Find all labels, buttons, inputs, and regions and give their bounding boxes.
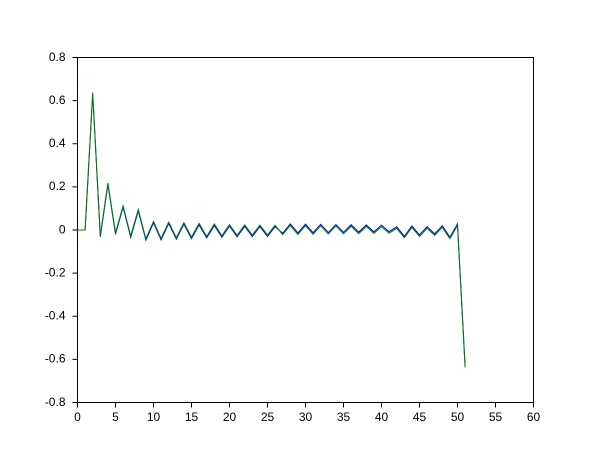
svg-text:0: 0 (59, 222, 66, 236)
svg-text:30: 30 (299, 410, 313, 424)
svg-text:20: 20 (223, 410, 237, 424)
svg-text:35: 35 (337, 410, 351, 424)
svg-text:50: 50 (451, 410, 465, 424)
svg-text:5: 5 (112, 410, 119, 424)
svg-text:-0.4: -0.4 (45, 309, 66, 323)
svg-text:0.8: 0.8 (49, 50, 66, 64)
svg-text:25: 25 (261, 410, 275, 424)
svg-text:0.2: 0.2 (49, 179, 66, 193)
svg-text:0: 0 (74, 410, 81, 424)
svg-text:15: 15 (185, 410, 199, 424)
svg-text:55: 55 (489, 410, 503, 424)
svg-text:10: 10 (147, 410, 161, 424)
svg-text:-0.8: -0.8 (45, 395, 66, 409)
svg-text:0.4: 0.4 (49, 136, 66, 150)
svg-text:0.6: 0.6 (49, 93, 66, 107)
svg-text:-0.2: -0.2 (45, 265, 66, 279)
svg-text:-0.6: -0.6 (45, 352, 66, 366)
svg-text:45: 45 (413, 410, 427, 424)
svg-text:60: 60 (527, 410, 541, 424)
svg-text:40: 40 (375, 410, 389, 424)
